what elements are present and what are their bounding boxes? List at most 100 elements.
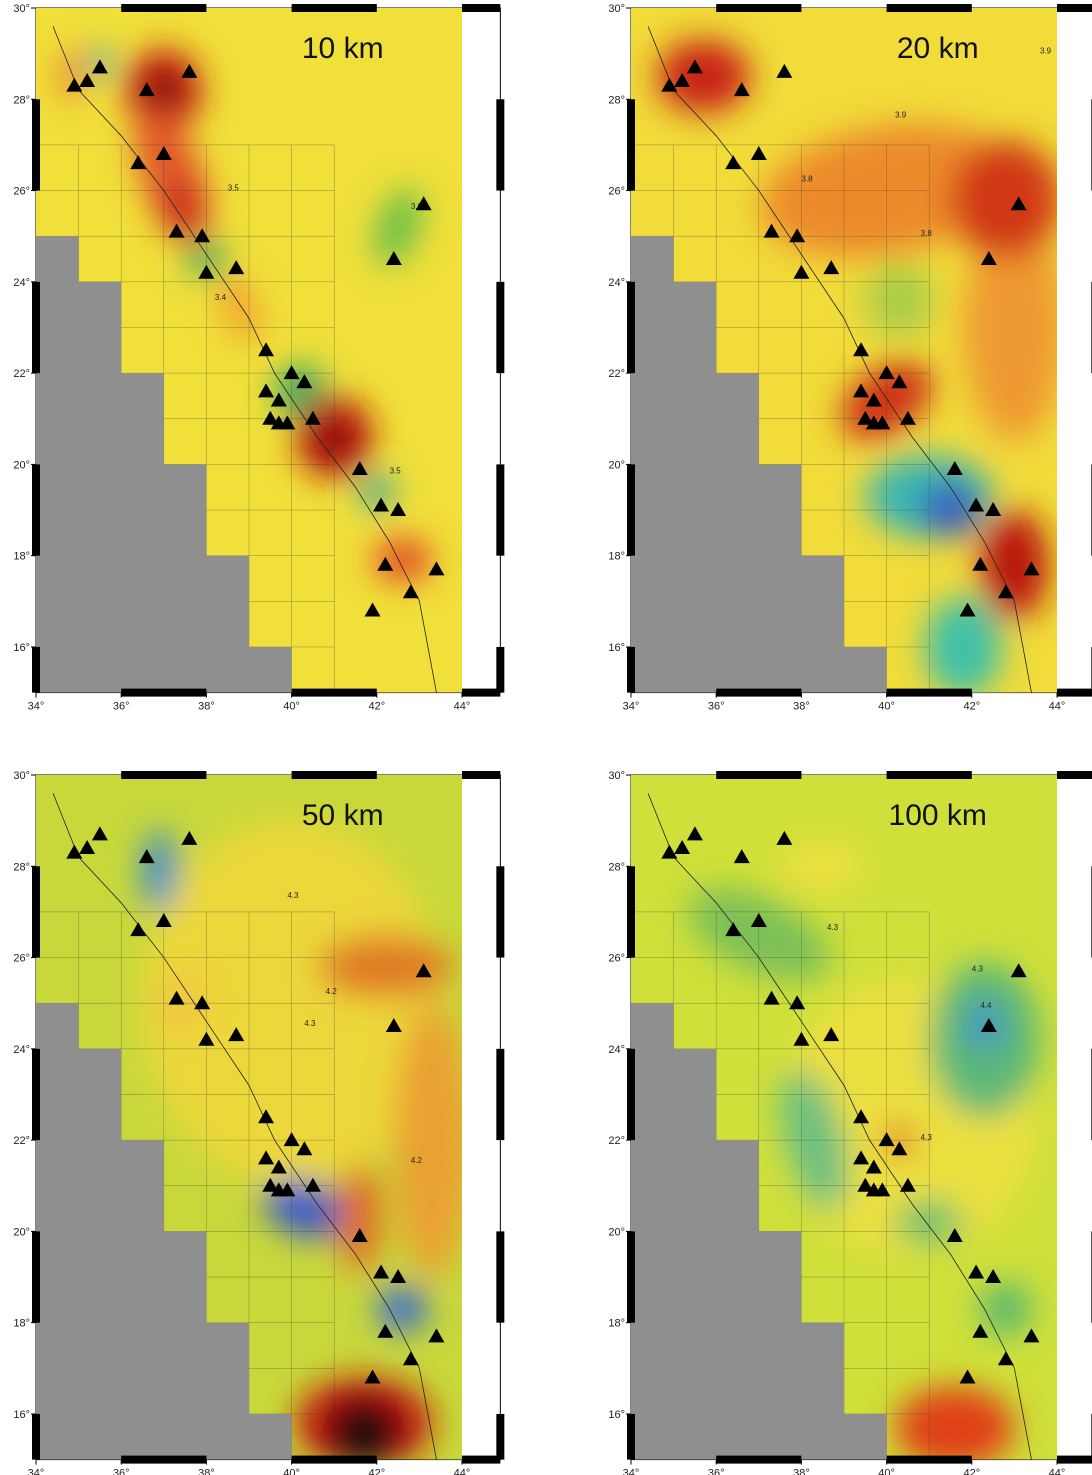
- contour-label: 3.9: [1040, 47, 1052, 56]
- station: [789, 995, 806, 1010]
- station: [428, 561, 445, 576]
- x-tick-label: 40°: [878, 701, 895, 713]
- station: [686, 59, 703, 74]
- y-tick-label: 30°: [608, 770, 625, 782]
- frame-bar: [716, 4, 802, 12]
- anomaly: [372, 537, 433, 584]
- station: [891, 374, 908, 389]
- anomaly: [325, 1395, 403, 1460]
- anomaly: [656, 39, 751, 113]
- station: [750, 146, 767, 161]
- station: [402, 1351, 419, 1366]
- frame-bar: [32, 464, 40, 556]
- anomaly: [359, 473, 394, 511]
- station: [750, 913, 767, 928]
- frame-bar: [462, 688, 501, 697]
- station: [138, 82, 155, 97]
- contour-label: 4.3: [827, 923, 839, 932]
- anomaly: [338, 1162, 382, 1273]
- station: [899, 1177, 916, 1192]
- y-tick-label: 28°: [13, 861, 30, 873]
- contour-label: 4.2: [411, 1156, 423, 1165]
- station: [351, 460, 368, 475]
- station: [661, 77, 678, 92]
- frame-bar: [462, 771, 501, 779]
- frame-bar: [627, 1231, 635, 1323]
- x-tick-label: 36°: [708, 1468, 725, 1475]
- station: [997, 584, 1014, 599]
- station: [262, 1177, 279, 1192]
- station: [865, 1159, 882, 1174]
- station: [130, 922, 147, 937]
- frame-bar: [886, 4, 972, 12]
- y-tick-label: 24°: [608, 1044, 625, 1056]
- station: [997, 1351, 1014, 1366]
- frame-bar: [462, 1455, 501, 1464]
- x-tick-label: 36°: [708, 701, 725, 713]
- y-tick-label: 28°: [608, 94, 625, 106]
- frame-bar: [291, 1455, 377, 1464]
- frame-bar: [32, 1413, 40, 1460]
- x-tick-label: 42°: [963, 1468, 980, 1475]
- station: [415, 196, 432, 211]
- station: [296, 374, 313, 389]
- contour-label: 3.5: [228, 184, 240, 193]
- y-tick-label: 16°: [13, 1409, 30, 1421]
- y-tick-label: 20°: [13, 1226, 30, 1238]
- anomalies: [57, 49, 433, 584]
- anomaly: [920, 482, 981, 538]
- y-tick-label: 18°: [13, 1318, 30, 1330]
- x-tick-label: 42°: [368, 701, 385, 713]
- frame-bar: [886, 1455, 972, 1464]
- station: [258, 383, 275, 398]
- station: [891, 1141, 908, 1156]
- frame-bar: [32, 1048, 40, 1141]
- station: [377, 556, 394, 571]
- station: [853, 342, 870, 357]
- land-mask: [631, 236, 887, 693]
- anomaly: [980, 1281, 1032, 1337]
- anomaly: [148, 74, 179, 107]
- station: [283, 1132, 300, 1147]
- station: [373, 1264, 390, 1279]
- station: [377, 1323, 394, 1338]
- contour-label: 4.3: [304, 1019, 316, 1028]
- y-tick-label: 26°: [13, 186, 30, 198]
- frame-bar: [32, 1231, 40, 1323]
- y-tick-label: 22°: [13, 368, 30, 380]
- map-panel: 4.3 4.3 4.3 4.4 100 km 34° 36° 38° 40° 42° 44° 16° 1…: [608, 770, 1092, 1475]
- station: [364, 602, 381, 617]
- x-tick-label: 36°: [113, 701, 130, 713]
- station: [270, 392, 287, 407]
- y-tick-label: 22°: [13, 1135, 30, 1147]
- x-tick-label: 34°: [623, 1468, 640, 1475]
- station: [373, 497, 390, 512]
- station: [959, 1369, 976, 1384]
- frame-bar: [886, 771, 972, 779]
- station: [198, 264, 215, 279]
- anomaly: [159, 181, 203, 237]
- frame-bar: [1057, 688, 1092, 697]
- y-tick-label: 26°: [608, 186, 625, 198]
- station: [228, 260, 245, 275]
- anomaly: [780, 838, 866, 894]
- frame-bar: [32, 646, 40, 693]
- contour-label: 3.8: [921, 229, 933, 238]
- x-tick-label: 38°: [198, 1468, 215, 1475]
- station: [91, 826, 108, 841]
- station: [66, 844, 83, 859]
- station: [725, 155, 742, 170]
- frame-bar: [32, 99, 40, 191]
- station: [686, 826, 703, 841]
- station: [874, 1182, 891, 1197]
- station: [853, 1150, 870, 1165]
- station: [985, 1269, 1002, 1284]
- station: [130, 155, 147, 170]
- frame-bar: [886, 688, 972, 697]
- contour-label: 3.8: [801, 174, 813, 183]
- x-tick-label: 38°: [198, 701, 215, 713]
- y-tick-label: 30°: [13, 3, 30, 15]
- frame-bar: [121, 688, 207, 697]
- station: [1010, 196, 1027, 211]
- y-tick-label: 20°: [608, 459, 625, 471]
